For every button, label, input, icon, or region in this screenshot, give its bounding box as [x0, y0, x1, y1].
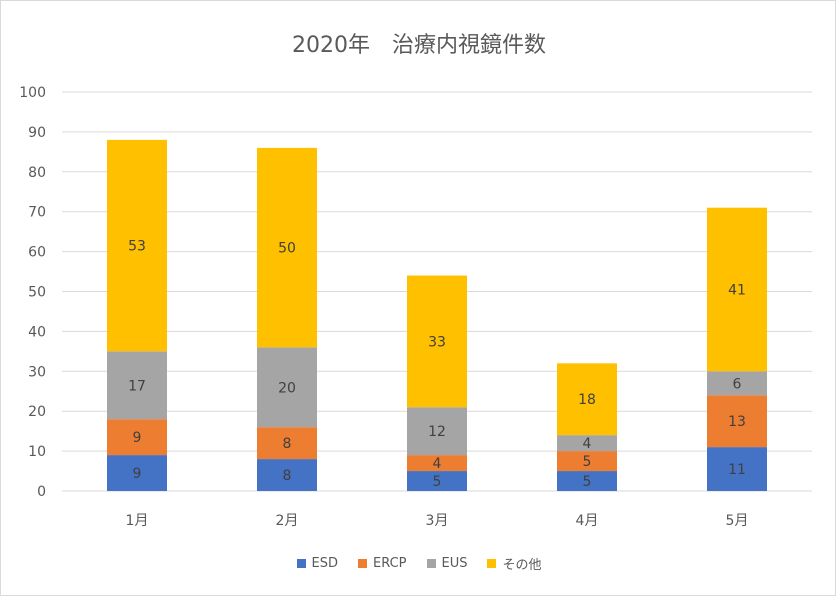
bar-segment	[557, 363, 617, 436]
legend-label: その他	[502, 558, 542, 573]
bar-segment	[407, 275, 467, 408]
y-tick-label: 0	[37, 484, 46, 500]
x-tick-label: 3月	[426, 513, 449, 529]
bar-segment	[107, 455, 167, 491]
data-label: 50	[278, 241, 296, 257]
legend-item: EUS	[426, 554, 468, 573]
y-tick-label: 20	[28, 404, 46, 420]
x-tick-label: 4月	[576, 513, 599, 529]
y-tick-label: 90	[28, 125, 46, 141]
legend-label: ERCP	[372, 556, 407, 571]
bar-segment	[707, 447, 767, 491]
data-label: 9	[133, 430, 142, 446]
bar-segment	[407, 407, 467, 456]
y-tick-label: 100	[19, 85, 46, 101]
data-label: 20	[278, 380, 296, 396]
legend-item: その他	[487, 554, 542, 573]
y-tick-label: 10	[28, 444, 46, 460]
data-label: 13	[728, 414, 746, 430]
x-tick-label: 1月	[126, 513, 149, 529]
legend-item: ERCP	[357, 554, 407, 573]
bar-segment	[557, 435, 617, 452]
data-label: 53	[128, 239, 146, 255]
bar-segment	[557, 471, 617, 491]
legend: ESD ERCP EUS その他	[1, 554, 836, 573]
bar-segment	[707, 371, 767, 396]
bar-segment	[707, 207, 767, 372]
bar-segment	[257, 427, 317, 460]
legend-swatch	[487, 559, 497, 568]
bar-segment	[257, 147, 317, 348]
data-label: 4	[433, 456, 442, 472]
data-label: 11	[728, 462, 746, 478]
data-label: 5	[583, 474, 592, 490]
y-tick-label: 70	[28, 205, 46, 221]
data-label: 6	[733, 376, 742, 392]
y-tick-label: 50	[28, 285, 46, 301]
chart-title: 2020年 治療内視鏡件数	[292, 33, 546, 58]
legend-label: EUS	[441, 556, 468, 571]
y-tick-label: 30	[28, 364, 46, 380]
data-label: 8	[283, 436, 292, 452]
data-label: 9	[133, 466, 142, 482]
legend-label: ESD	[311, 556, 338, 571]
data-label: 8	[283, 468, 292, 484]
bar-segment	[107, 351, 167, 420]
legend-swatch	[426, 559, 436, 568]
data-label: 18	[578, 392, 596, 408]
data-label: 5	[433, 474, 442, 490]
legend-item: ESD	[296, 554, 338, 573]
bar-segment	[707, 395, 767, 448]
y-tick-label: 60	[28, 245, 46, 261]
x-tick-label: 2月	[276, 513, 299, 529]
data-label: 33	[428, 334, 446, 350]
data-label: 12	[428, 424, 446, 440]
bar-segment	[557, 451, 617, 472]
y-tick-label: 80	[28, 165, 46, 181]
bar-segment	[107, 139, 167, 352]
data-label: 41	[728, 283, 746, 299]
data-label: 5	[583, 454, 592, 470]
data-label: 17	[128, 378, 146, 394]
bar-segment	[257, 347, 317, 428]
x-tick-label: 5月	[726, 513, 749, 529]
bar-segment	[407, 471, 467, 491]
data-label: 4	[583, 436, 592, 452]
bar-segment	[407, 455, 467, 472]
bar-segment	[257, 459, 317, 491]
bar-segment	[107, 419, 167, 456]
y-tick-label: 40	[28, 324, 46, 340]
legend-swatch	[357, 559, 367, 568]
legend-swatch	[296, 559, 306, 568]
